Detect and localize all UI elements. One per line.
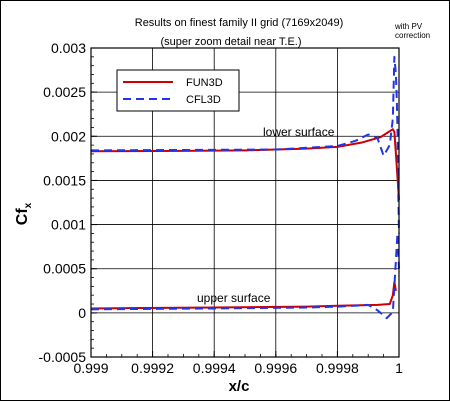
series-line-fun3d xyxy=(90,128,400,200)
tick-layer: 0.999 0.9992 0.9994 0.9996 0.9998 1 -0.0005 0 0.… xyxy=(39,40,404,376)
note-line1: with PV xyxy=(394,22,423,31)
series-layer xyxy=(90,55,400,320)
y-tick-label: 0.003 xyxy=(51,40,86,56)
x-tick-label: 0.999 xyxy=(73,360,108,376)
x-axis-label: x/c xyxy=(229,378,250,395)
y-tick-label: 0.002 xyxy=(51,128,86,144)
y-tick-label: 0.001 xyxy=(51,217,86,233)
series-line-fun3d xyxy=(90,280,397,310)
series-line-cfl3d xyxy=(90,55,400,234)
x-tick-label: 1 xyxy=(395,360,403,376)
y-tick-label: 0 xyxy=(78,305,86,321)
annotation-lower-surface: lower surface xyxy=(263,125,335,139)
x-tick-label: 0.9998 xyxy=(316,360,359,376)
x-tick-label: 0.9992 xyxy=(131,360,174,376)
series-line-cfl3d xyxy=(90,232,400,320)
y-tick-label: -0.0005 xyxy=(39,349,87,365)
annotation-upper-surface: upper surface xyxy=(197,291,271,305)
x-tick-label: 0.9994 xyxy=(193,360,236,376)
note-line2: correction xyxy=(395,31,430,40)
legend-label-cfl3d: CFL3D xyxy=(186,94,221,106)
y-tick-label: 0.0005 xyxy=(43,261,86,277)
x-tick-label: 0.9996 xyxy=(254,360,297,376)
y-axis-label: Cfx xyxy=(14,202,34,225)
legend-box xyxy=(116,69,240,112)
plot-border xyxy=(90,47,400,358)
legend-label-fun3d: FUN3D xyxy=(186,77,223,89)
chart-title-line2: (super zoom detail near T.E.) xyxy=(160,36,301,48)
y-tick-label: 0.0025 xyxy=(43,84,86,100)
chart-title-line1: Results on finest family II grid (7169x2… xyxy=(135,17,344,29)
y-tick-label: 0.0015 xyxy=(43,172,86,188)
y-axis-label-main: Cf xyxy=(14,208,31,226)
legend: FUN3D CFL3D xyxy=(116,69,240,112)
y-axis-label-text: Cfx xyxy=(14,202,34,225)
y-axis-label-sub: x xyxy=(23,202,34,208)
